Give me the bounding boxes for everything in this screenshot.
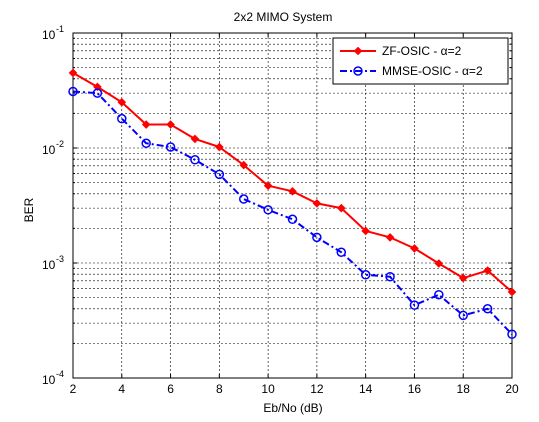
axis-ticks	[72, 33, 513, 379]
data-point	[409, 300, 420, 310]
x-tick-label: 16	[408, 382, 422, 396]
x-tick-labels: 2 4 6 8 10 12 14 16 18 20	[70, 382, 519, 396]
y-tick-label: 10 -4	[42, 369, 64, 387]
legend-box	[332, 37, 509, 85]
data-point	[312, 232, 322, 243]
series-1	[68, 68, 517, 297]
data-point	[385, 271, 395, 282]
y-tick-label: 10 -2	[42, 139, 64, 157]
data-point	[385, 233, 395, 242]
data-point	[507, 329, 517, 340]
data-point	[434, 289, 444, 300]
legend-entry: MMSE-OSIC - α=2	[340, 64, 483, 78]
data-point	[166, 120, 175, 129]
data-point	[458, 310, 468, 321]
series-line	[72, 90, 513, 335]
series-layer	[68, 68, 517, 340]
data-point	[263, 205, 273, 215]
data-point	[141, 138, 151, 148]
x-tick-label: 6	[167, 382, 174, 396]
x-tick-label: 4	[118, 382, 125, 396]
data-point	[312, 199, 322, 208]
data-point	[360, 270, 371, 280]
data-point	[239, 160, 249, 170]
data-point	[336, 247, 347, 258]
data-point	[288, 187, 297, 196]
y-tick-exponent: -4	[56, 369, 64, 379]
x-tick-label: 20	[505, 382, 519, 396]
data-point	[287, 214, 298, 225]
chart-title: 2x2 MIMO System	[234, 10, 333, 24]
data-point	[215, 142, 224, 152]
legend-entry: ZF-OSIC - α=2	[340, 44, 462, 58]
data-point	[263, 181, 273, 191]
y-axis-label: BER	[22, 197, 36, 222]
data-point	[68, 86, 78, 97]
data-point	[190, 134, 200, 144]
y-tick-base: 10	[42, 373, 56, 387]
x-tick-label: 14	[359, 382, 373, 396]
data-point	[434, 259, 444, 268]
legend-label: MMSE-OSIC - α=2	[382, 64, 483, 78]
data-point	[117, 97, 127, 107]
data-point	[68, 68, 78, 78]
data-point	[165, 142, 176, 152]
x-tick-label: 12	[310, 382, 324, 396]
plot-area-frame	[72, 32, 513, 379]
series-2	[68, 86, 517, 340]
legend-label: ZF-OSIC - α=2	[382, 44, 462, 58]
data-point	[92, 88, 103, 98]
legend-marker	[353, 46, 363, 56]
y-tick-exponent: -1	[56, 24, 64, 34]
x-tick-label: 18	[457, 382, 471, 396]
y-tick-base: 10	[42, 28, 56, 42]
data-point	[336, 203, 346, 213]
y-tick-labels: 10-410-310-210-1	[42, 24, 64, 387]
data-point	[458, 273, 468, 283]
y-tick-base: 10	[42, 258, 56, 272]
data-point	[410, 244, 419, 253]
legend-marker	[353, 66, 363, 76]
y-tick-exponent: -2	[56, 139, 64, 149]
grid-lines	[72, 32, 513, 379]
data-point	[190, 155, 200, 165]
data-point	[93, 82, 102, 92]
data-point	[361, 226, 370, 236]
data-point	[482, 304, 493, 314]
legend: ZF-OSIC - α=2 MMSE-OSIC - α=2	[332, 37, 509, 85]
y-tick-exponent: -3	[56, 254, 64, 264]
x-tick-label: 8	[216, 382, 223, 396]
data-point	[238, 194, 249, 204]
data-point	[483, 266, 492, 275]
y-tick-base: 10	[42, 143, 56, 157]
y-tick-label: 10 -1	[42, 24, 64, 42]
x-tick-label: 10	[261, 382, 275, 396]
x-axis-label: Eb/No (dB)	[263, 401, 322, 415]
y-tick-label: 10 -3	[42, 254, 64, 272]
data-point	[507, 287, 517, 297]
data-point	[141, 120, 151, 129]
data-point	[117, 113, 127, 124]
x-tick-label: 2	[70, 382, 77, 396]
data-point	[214, 169, 225, 180]
